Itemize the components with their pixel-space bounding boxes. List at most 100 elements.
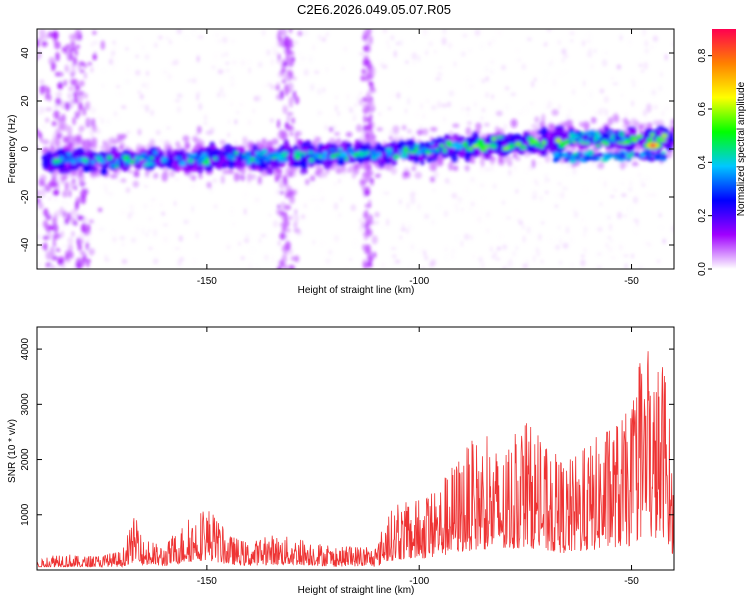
spectrogram-cell-1409 — [363, 54, 370, 60]
spectrogram-cell-3559 — [161, 156, 168, 163]
spectrogram-cell-723 — [489, 164, 495, 172]
spectrogram-cell-657 — [481, 196, 485, 199]
spectrogram-cell-306 — [125, 187, 131, 194]
spectrogram-cell-46 — [353, 112, 356, 120]
spectrogram-cell-84 — [78, 233, 85, 240]
spectrogram-cell-3620 — [71, 159, 76, 165]
spectrogram-cell-1786 — [334, 131, 341, 136]
spectrogram-cell-1416 — [362, 107, 369, 114]
spectrogram-cell-1032 — [67, 212, 71, 221]
spectrogram-ytick-label-4: 40 — [20, 47, 31, 59]
spectrogram-cell-631 — [505, 105, 509, 111]
spectrogram-cell-612 — [383, 192, 390, 195]
spectrogram-cell-334 — [610, 239, 613, 243]
spectrogram-cell-219 — [230, 39, 236, 43]
spectrogram-cell-806 — [570, 236, 573, 244]
spectrogram-cell-1545 — [388, 135, 393, 141]
spectrogram-cell-4015 — [590, 157, 599, 162]
spectrogram-cell-13 — [456, 197, 463, 201]
spectrogram-cell-1375 — [361, 68, 367, 75]
spectrogram-cell-1262 — [285, 44, 290, 51]
spectrogram-cell-520 — [196, 93, 200, 101]
spectrogram-cell-1224 — [286, 227, 291, 233]
spectrogram-cell-1173 — [283, 263, 288, 269]
spectrogram-cell-245 — [38, 262, 42, 267]
spectrogram-cell-3197 — [435, 136, 444, 144]
spectrogram-cell-736 — [565, 113, 572, 121]
spectrogram-cell-1126 — [100, 40, 106, 51]
spectrogram-cell-809 — [390, 35, 395, 41]
spectrogram-cell-1260 — [280, 215, 286, 221]
spectrogram-cell-268 — [460, 240, 464, 248]
spectrogram-cell-393 — [587, 33, 592, 38]
spectrogram-cell-3871 — [601, 132, 610, 139]
spectrogram-cell-385 — [424, 255, 429, 261]
spectrogram-cell-691 — [386, 218, 390, 226]
spectrogram-cell-608 — [303, 29, 309, 37]
spectrogram-cell-675 — [517, 112, 523, 115]
spectrogram-cell-1073 — [85, 258, 91, 264]
spectrogram-cell-3697 — [416, 150, 423, 156]
spectrogram-cell-486 — [150, 109, 155, 117]
spectrogram-cell-521 — [217, 39, 221, 43]
spectrogram-cell-3732 — [455, 142, 463, 149]
spectrogram-cell-997 — [34, 94, 37, 100]
spectrogram-cell-96 — [243, 238, 250, 244]
spectrogram-cell-737 — [101, 83, 105, 89]
spectrogram-cell-303 — [453, 61, 457, 67]
spectrogram-cell-2788 — [223, 143, 233, 152]
spectrogram-cell-3714 — [370, 151, 378, 157]
spectrogram-cell-3601 — [246, 160, 252, 165]
spectrogram-cell-2055 — [364, 169, 372, 178]
spectrogram-cell-588 — [292, 134, 295, 142]
spectrogram-cell-445 — [141, 82, 146, 88]
spectrogram-cell-607 — [170, 61, 177, 66]
spectrogram-cell-3420 — [375, 142, 382, 150]
spectrogram-cell-556 — [515, 209, 520, 215]
spectrogram-cell-2248 — [511, 154, 518, 159]
spectrogram-cell-633 — [529, 101, 534, 106]
spectrogram-cell-141 — [527, 37, 532, 41]
snr-xlabel: Height of straight line (km) — [298, 585, 415, 596]
spectrogram-cell-882 — [544, 178, 547, 184]
spectrogram-cell-1144 — [83, 92, 89, 99]
spectrogram-cell-1001 — [67, 244, 74, 252]
spectrogram-cell-841 — [274, 44, 279, 48]
spectrogram-cell-3537 — [174, 156, 183, 160]
spectrogram-cell-3453 — [663, 127, 670, 135]
spectrogram-cell-825 — [568, 109, 571, 113]
spectrogram-cell-623 — [400, 227, 407, 232]
spectrogram-cell-1392 — [369, 220, 374, 226]
spectrogram-cell-354 — [72, 265, 77, 269]
spectrogram-cell-627 — [481, 63, 484, 69]
spectrogram-cell-1050 — [70, 251, 74, 259]
spectrogram-cell-294 — [217, 92, 221, 98]
spectrogram-cell-271 — [650, 44, 654, 50]
spectrogram-cell-941 — [45, 251, 52, 260]
spectrogram-cell-3693 — [330, 153, 337, 159]
spectrogram-cell-3616 — [480, 148, 488, 152]
spectrogram-cell-493 — [555, 244, 561, 250]
spectrogram-cell-122 — [597, 226, 603, 232]
spectrogram-cell-2132 — [390, 166, 397, 175]
spectrogram-cell-227 — [671, 225, 674, 233]
spectrogram-cell-343 — [382, 29, 388, 34]
spectrogram-cell-410 — [407, 97, 411, 106]
spectrogram-cell-487 — [250, 248, 255, 253]
spectrogram-cell-187 — [393, 50, 397, 58]
spectrogram-cell-89 — [437, 66, 443, 69]
spectrogram-cell-332 — [525, 169, 528, 173]
spectrogram-cell-562 — [607, 236, 611, 240]
spectrogram-cell-1942 — [145, 170, 150, 177]
spectrogram-cell-905 — [37, 38, 40, 48]
spectrogram-cell-2937 — [540, 126, 549, 136]
spectrogram-cell-216 — [567, 161, 570, 169]
spectrogram-cell-3602 — [491, 136, 497, 142]
spectrogram-cell-613 — [203, 122, 208, 125]
spectrogram-cell-93 — [141, 227, 145, 235]
spectrogram-cell-814 — [299, 122, 305, 124]
spectrogram-cell-516 — [359, 52, 365, 56]
spectrogram-cell-712 — [97, 116, 100, 119]
spectrogram-cell-503 — [50, 47, 56, 52]
spectrogram-cell-372 — [613, 188, 618, 193]
